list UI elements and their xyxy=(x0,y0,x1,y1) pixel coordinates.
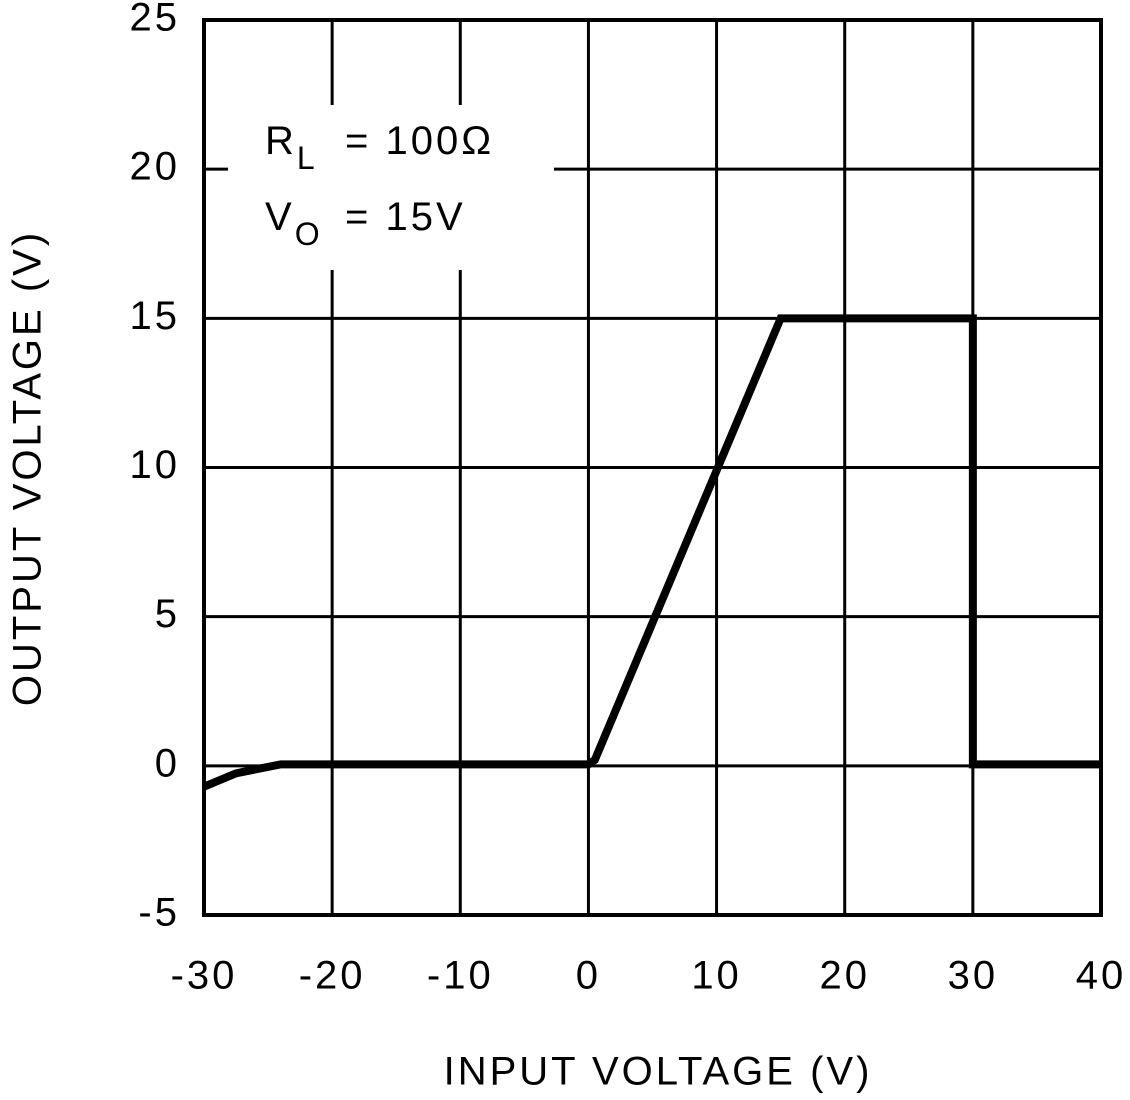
annotation-rest: = 15V xyxy=(345,195,466,239)
x-tick-label: -10 xyxy=(427,954,494,998)
x-tick-label: 40 xyxy=(1076,954,1127,998)
y-tick-label: 0 xyxy=(155,741,180,785)
x-tick-label: -30 xyxy=(171,954,238,998)
y-tick-label: 5 xyxy=(155,592,180,636)
y-tick-label: 10 xyxy=(130,443,181,487)
x-axis-title: INPUT VOLTAGE (V) xyxy=(444,1050,873,1094)
x-tick-label: 20 xyxy=(819,954,870,998)
annotation-main: V xyxy=(265,195,295,239)
annotation-rest: = 100Ω xyxy=(345,119,494,163)
plot-frame xyxy=(202,18,1103,917)
x-tick-label: 10 xyxy=(691,954,742,998)
data-line xyxy=(202,314,1101,791)
x-tick-label: 0 xyxy=(576,954,601,998)
y-tick-label: -5 xyxy=(138,891,180,935)
x-tick-label: -20 xyxy=(299,954,366,998)
y-tick-label: 20 xyxy=(130,145,181,189)
annotation-main: R xyxy=(265,119,297,163)
y-tick-label: 25 xyxy=(130,0,181,40)
annotation-sub: L xyxy=(297,140,318,176)
y-axis-title: OUTPUT VOLTAGE (V) xyxy=(6,230,50,706)
annotation-box xyxy=(228,105,554,270)
x-tick-label: 30 xyxy=(948,954,999,998)
y-tick-label: 15 xyxy=(130,294,181,338)
annotation: VO = 15V xyxy=(265,195,466,253)
annotation-sub: O xyxy=(295,216,323,252)
annotation: RL = 100Ω xyxy=(265,119,494,177)
